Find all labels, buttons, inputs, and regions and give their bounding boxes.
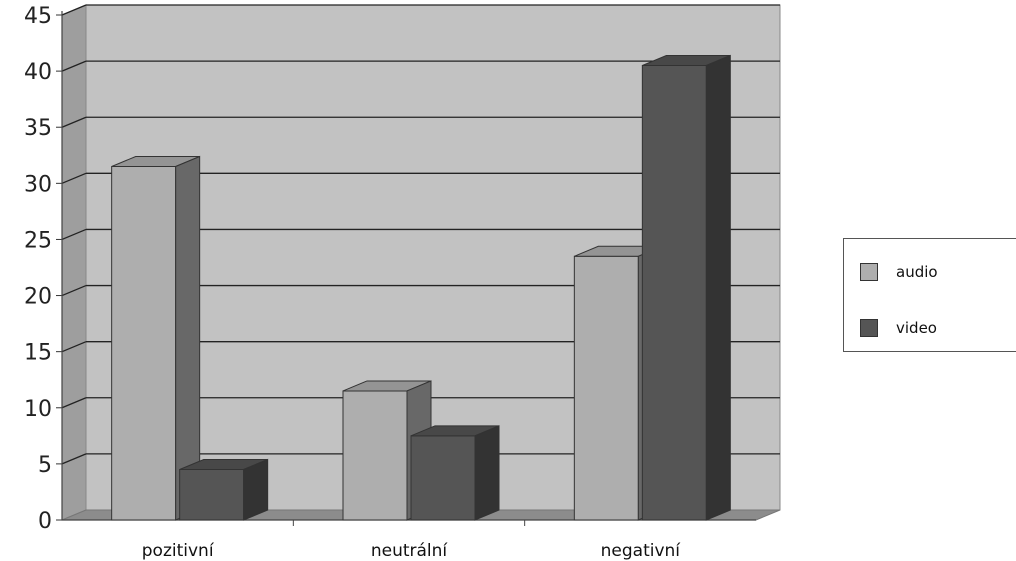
bar-video-2 [641, 65, 707, 521]
gridline-side [61, 116, 87, 128]
bar-side-video-0 [243, 458, 269, 521]
gridline-side [61, 60, 87, 72]
y-tick-label: 40 [24, 60, 52, 85]
gridline-side [61, 284, 87, 297]
legend: audio video [843, 238, 1016, 352]
bar-audio-2 [573, 255, 639, 521]
y-tick-label: 20 [24, 285, 52, 310]
bar-video-1 [410, 435, 476, 521]
bar-audio-1 [342, 390, 408, 521]
legend-label-video: video [896, 319, 937, 337]
legend-item-audio: audio [860, 261, 938, 283]
x-tick-label-2: negativní [601, 541, 682, 561]
plot-area: 0 5 10 15 20 25 30 35 40 45 pozitivní neutrální nega… [24, 4, 781, 561]
y-tick-label: 10 [24, 397, 52, 422]
gridline-side [61, 172, 87, 184]
gridline-side [61, 228, 87, 241]
side-wall [61, 4, 87, 521]
bar-video-0 [179, 469, 245, 521]
bar-side-video-1 [474, 425, 500, 521]
legend-label-audio: audio [896, 263, 938, 281]
legend-swatch-video [860, 319, 878, 337]
y-tick-label: 0 [38, 509, 52, 534]
gridline-side [61, 397, 87, 409]
y-tick-label: 5 [38, 453, 52, 478]
legend-swatch-audio [860, 263, 878, 281]
gridline-side [61, 453, 87, 465]
y-tick-label: 25 [24, 228, 52, 253]
y-tick-label: 45 [24, 4, 52, 29]
y-tick-label: 15 [24, 341, 52, 366]
y-tick-label: 30 [24, 172, 52, 197]
legend-item-video: video [860, 317, 937, 339]
x-tick-label-1: neutrální [371, 541, 449, 561]
gridline-side [61, 341, 87, 353]
bar-audio-0 [111, 166, 177, 521]
bar-side-video-2 [705, 54, 731, 521]
x-tick-label-0: pozitivní [142, 541, 215, 561]
y-tick-label: 35 [24, 116, 52, 141]
gridline-side [61, 4, 87, 16]
